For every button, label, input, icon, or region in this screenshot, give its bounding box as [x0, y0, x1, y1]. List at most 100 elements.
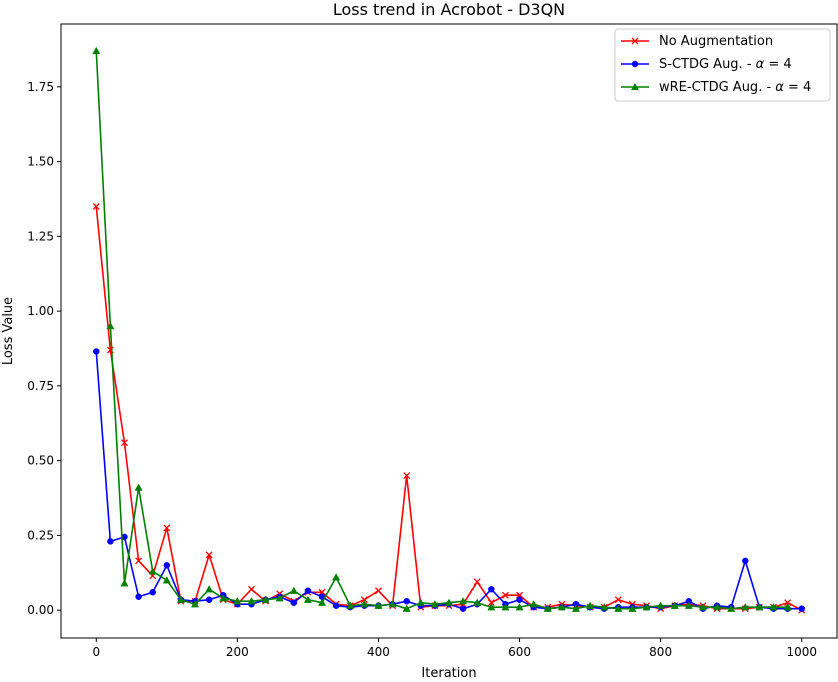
data-point [487, 599, 495, 607]
data-point [742, 557, 749, 565]
legend-label: wRE-CTDG Aug. - α = 4 [659, 80, 811, 95]
legend-marker [631, 60, 639, 68]
y-tick-label: 1.50 [27, 155, 54, 169]
y-tick-label: 0.00 [27, 603, 54, 617]
data-point [684, 601, 693, 609]
x-tick-label: 200 [226, 645, 249, 659]
data-point [755, 603, 764, 611]
data-point [205, 585, 214, 593]
chart-title: Loss trend in Acrobot - D3QN [333, 0, 565, 19]
data-point [501, 603, 510, 611]
data-point [614, 596, 622, 604]
data-point [106, 321, 115, 330]
data-point [120, 579, 129, 587]
series-layer [92, 46, 806, 614]
data-point [403, 472, 411, 480]
data-point [459, 605, 467, 612]
legend-box [614, 28, 831, 102]
data-point [163, 524, 171, 532]
legend-item: No Augmentation [621, 34, 773, 49]
data-point [516, 596, 523, 603]
data-point [134, 483, 143, 491]
legend: No Augmentation S-CTDG Aug. - α = 4 wRE-CT… [614, 28, 831, 102]
data-point [290, 599, 298, 606]
data-point [529, 600, 538, 608]
data-point [346, 601, 355, 609]
data-point [614, 604, 623, 612]
data-point [784, 599, 792, 607]
data-point [798, 605, 805, 612]
data-point [501, 591, 509, 599]
y-axis-label: Loss Value [1, 297, 16, 365]
data-point [430, 600, 439, 608]
data-point [488, 586, 495, 593]
data-point [191, 600, 200, 608]
data-point [698, 603, 707, 611]
data-point [741, 603, 750, 611]
data-point [473, 598, 482, 606]
y-tick-label: 1.00 [27, 304, 54, 318]
data-point [628, 604, 637, 612]
legend-marker [631, 37, 639, 45]
data-point [233, 597, 242, 605]
x-tick-label: 400 [367, 645, 390, 659]
data-point [670, 601, 679, 609]
data-point [402, 604, 411, 612]
data-point [374, 601, 383, 609]
data-point [543, 604, 552, 612]
legend-label: No Augmentation [659, 34, 773, 49]
data-point [515, 603, 524, 611]
data-point [487, 603, 496, 611]
data-point [416, 598, 425, 606]
data-point [162, 576, 171, 584]
data-point [656, 601, 665, 609]
y-tick-label: 0.25 [27, 528, 54, 542]
y-tick-label: 0.50 [27, 454, 54, 468]
data-point [571, 604, 581, 612]
data-point [600, 603, 609, 611]
data-point [388, 600, 397, 608]
data-point [557, 603, 566, 611]
data-point [444, 598, 454, 606]
x-axis: 0 200 400 600 800 1000 [92, 638, 817, 659]
data-point [642, 603, 651, 611]
data-point [304, 587, 312, 594]
data-point [107, 538, 114, 545]
data-point [205, 596, 213, 603]
data-point [205, 551, 213, 559]
legend-marker [630, 82, 640, 91]
data-point [727, 604, 736, 612]
data-point [332, 602, 340, 609]
data-point [135, 593, 142, 600]
data-point [121, 439, 128, 447]
y-tick-label: 1.25 [27, 229, 54, 243]
data-point [459, 597, 468, 605]
data-point [92, 46, 101, 55]
data-point [473, 578, 481, 586]
data-point [163, 562, 171, 569]
data-point [713, 603, 722, 611]
data-point [219, 594, 228, 602]
series-3 [92, 46, 792, 612]
x-tick-label: 600 [508, 645, 531, 659]
data-point [275, 594, 284, 602]
plot-frame [60, 23, 838, 639]
data-point [92, 202, 100, 210]
data-point [149, 588, 156, 596]
data-point [248, 585, 255, 593]
data-point [247, 597, 256, 605]
data-point [303, 595, 312, 603]
data-point [586, 601, 595, 609]
data-point [135, 557, 143, 565]
data-point [93, 348, 100, 355]
legend-label: S-CTDG Aug. - α = 4 [659, 57, 792, 72]
data-point [289, 586, 298, 594]
y-tick-label: 0.75 [27, 379, 54, 393]
data-point [403, 597, 410, 605]
data-point [360, 600, 369, 608]
data-point [317, 598, 327, 606]
data-point [769, 603, 778, 611]
x-axis-label: Iteration [421, 666, 476, 678]
